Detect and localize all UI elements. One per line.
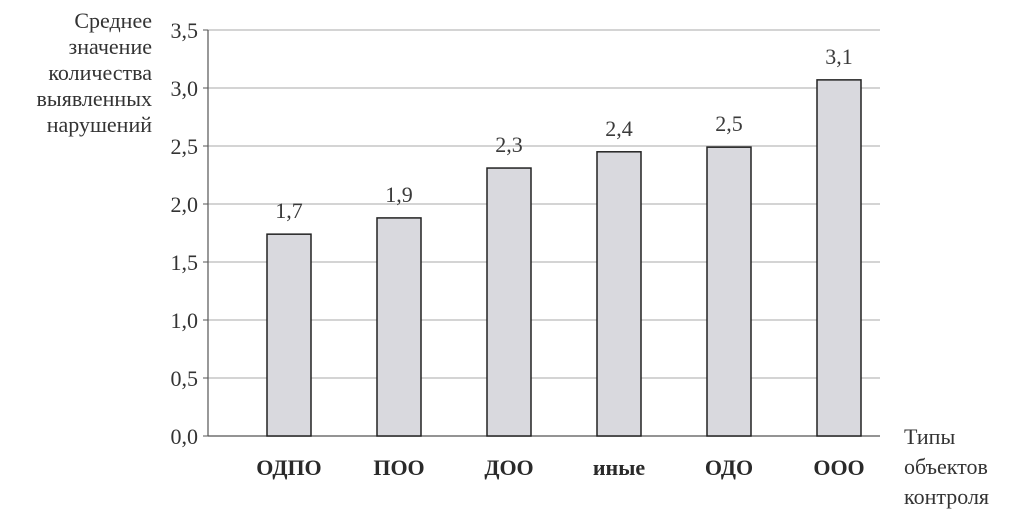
y-tick-label: 2,5 — [171, 134, 199, 159]
y-tick-label: 2,0 — [171, 192, 199, 217]
y-axis-label: Среднее значение количества выявленных наруш… — [36, 8, 152, 137]
x-tick-label-6: ООО — [813, 455, 864, 480]
x-axis-label: Типы объектов контроля — [904, 424, 990, 509]
bar-4 — [596, 151, 642, 437]
y-tick-label: 1,5 — [171, 250, 199, 275]
bar-6 — [816, 79, 862, 437]
y-tick-label: 3,0 — [171, 76, 199, 101]
data-label-3: 2,3 — [495, 132, 523, 157]
bar-1 — [266, 233, 312, 437]
bar-3 — [486, 167, 532, 437]
y-tick-label: 0,5 — [171, 366, 199, 391]
x-tick-label-5: ОДО — [705, 455, 753, 480]
data-label-6: 3,1 — [825, 44, 853, 69]
data-label-1: 1,7 — [275, 198, 303, 223]
bars — [266, 79, 862, 437]
data-label-2: 1,9 — [385, 182, 413, 207]
x-tick-label-3: ДОО — [484, 455, 533, 480]
data-label-5: 2,5 — [715, 111, 743, 136]
x-tick-label-1: ОДПО — [256, 455, 321, 480]
data-label-4: 2,4 — [605, 116, 633, 141]
y-tick-labels: 0,0 0,5 1,0 1,5 2,0 2,5 3,0 3,5 — [171, 18, 199, 449]
data-labels: 1,7 1,9 2,3 2,4 2,5 3,1 — [275, 44, 853, 223]
x-tick-label-4: иные — [593, 455, 646, 480]
x-tick-label-2: ПОО — [373, 455, 424, 480]
gridlines — [208, 29, 880, 379]
y-tick-label: 3,5 — [171, 18, 199, 43]
y-tick-label: 1,0 — [171, 308, 199, 333]
axes — [203, 29, 880, 437]
y-tick-label: 0,0 — [171, 424, 199, 449]
bar-2 — [376, 217, 422, 437]
bar-5 — [706, 146, 752, 437]
x-tick-labels: ОДПО ПОО ДОО иные ОДО ООО — [256, 455, 864, 480]
